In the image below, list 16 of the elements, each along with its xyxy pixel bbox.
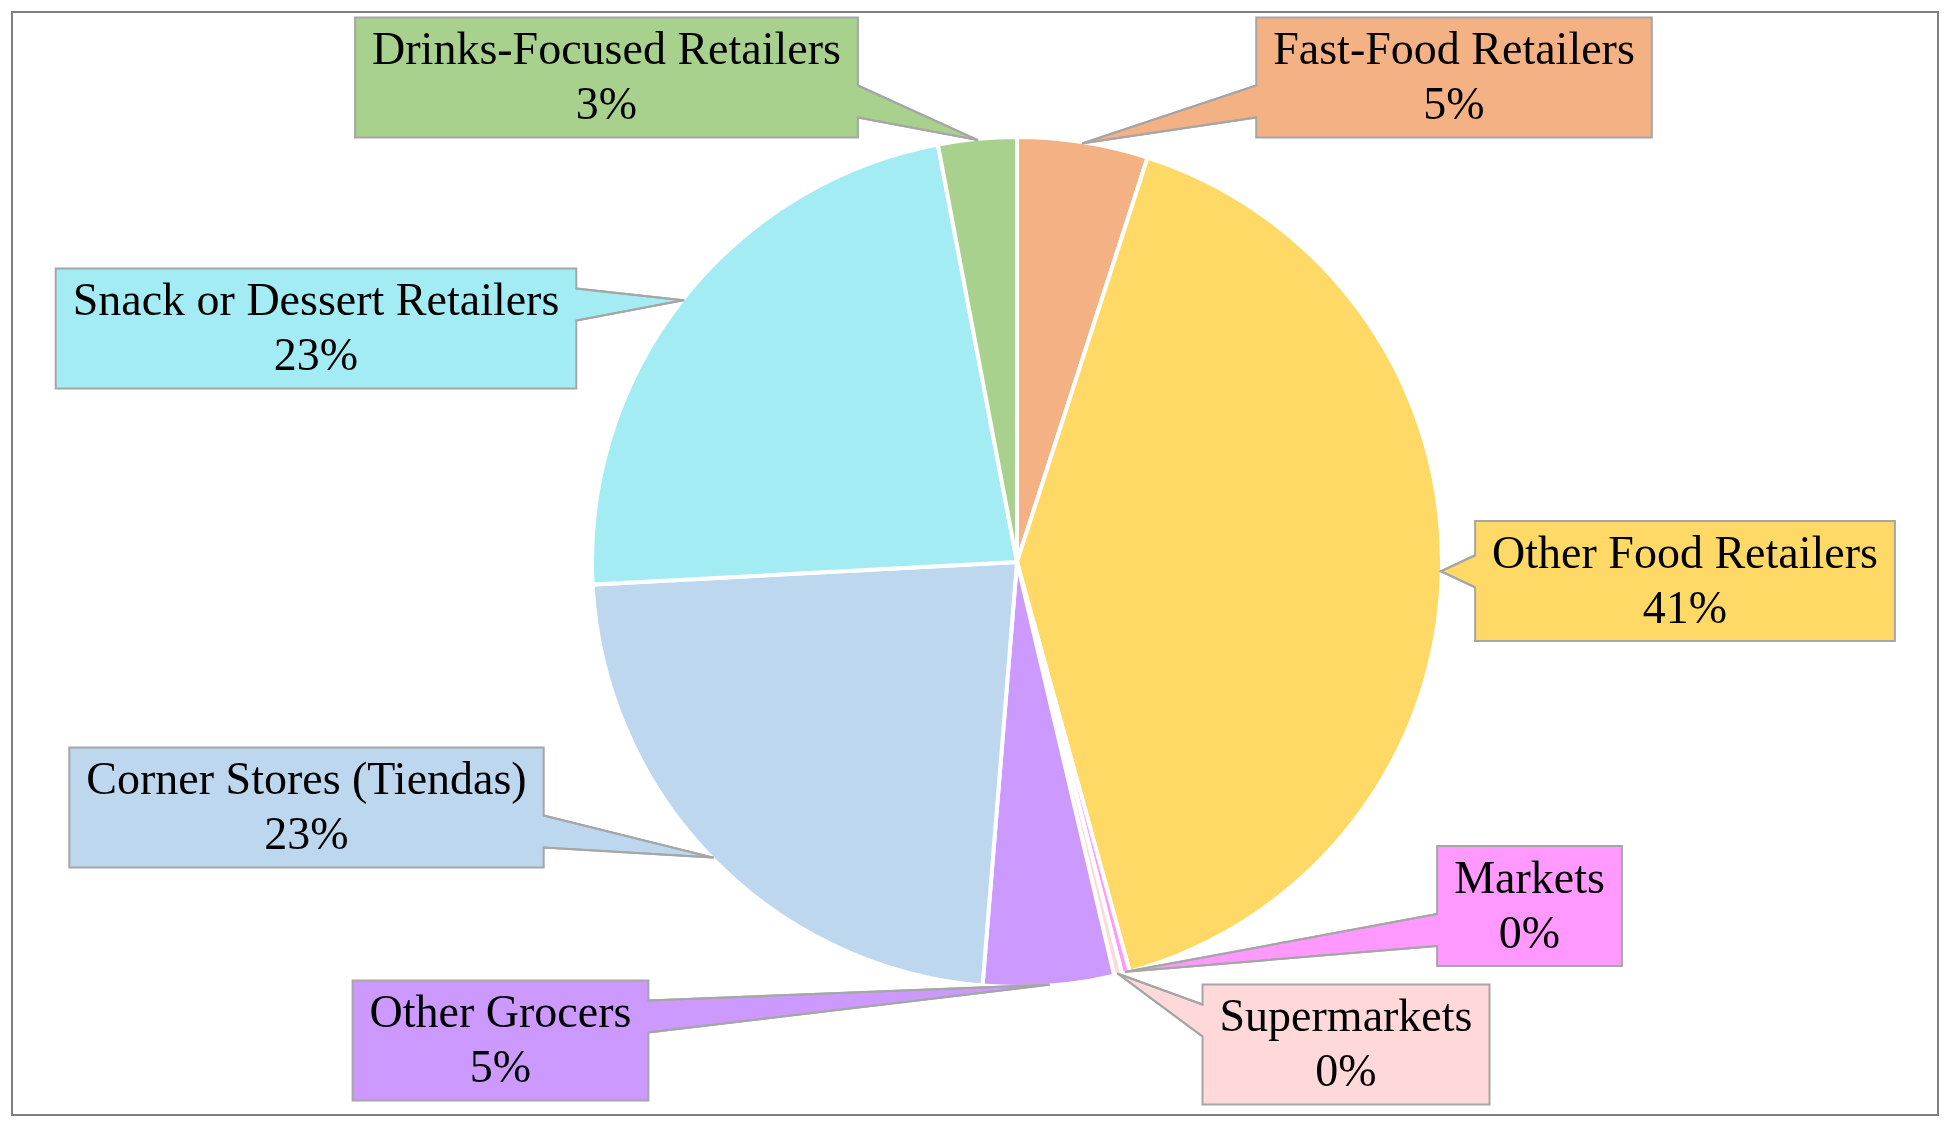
- data-label: 3%: [575, 78, 638, 129]
- slice-label: Fast-Food Retailers: [1273, 23, 1635, 74]
- data-label: 0%: [1315, 1045, 1377, 1096]
- slice-label: Markets: [1454, 851, 1605, 903]
- data-label: 41%: [1642, 581, 1728, 633]
- slice-label: Corner Stores (Tiendas): [86, 753, 527, 804]
- data-label: 23%: [273, 329, 359, 380]
- data-label: 0%: [1498, 906, 1561, 958]
- slice-label: Supermarkets: [1219, 990, 1473, 1041]
- slice-label: Other Food Retailers: [1492, 526, 1878, 578]
- data-label: 5%: [1423, 78, 1485, 129]
- slice-label: Other Grocers: [369, 986, 632, 1037]
- slice-label: Snack or Dessert Retailers: [72, 274, 560, 325]
- data-label: 23%: [264, 808, 349, 859]
- slice-label: Drinks-Focused Retailers: [372, 23, 841, 74]
- data-label: 5%: [469, 1041, 532, 1092]
